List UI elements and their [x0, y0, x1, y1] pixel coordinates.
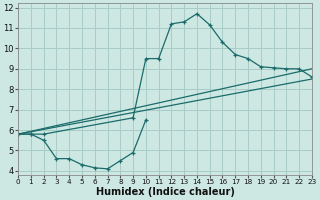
X-axis label: Humidex (Indice chaleur): Humidex (Indice chaleur)	[96, 187, 235, 197]
